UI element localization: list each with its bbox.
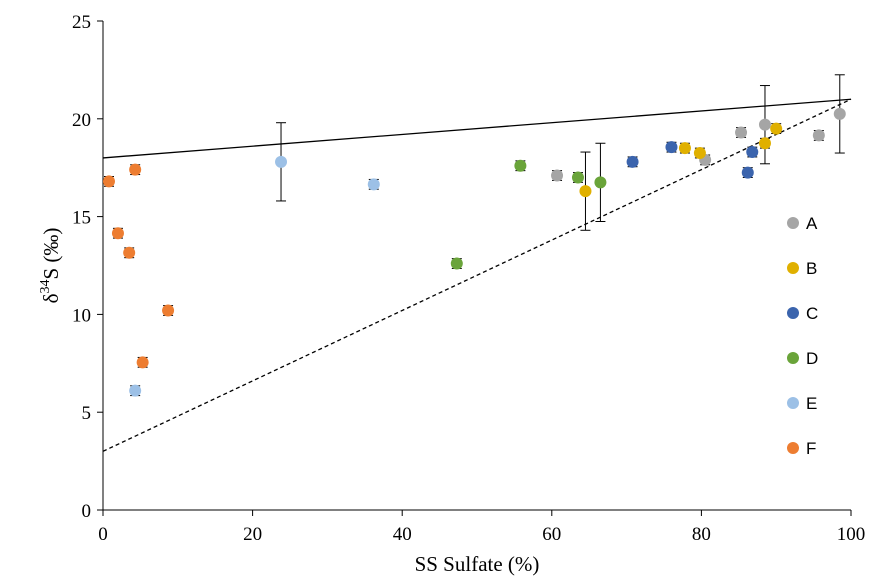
- legend-marker-C: [787, 307, 799, 319]
- point-F: [111, 227, 124, 240]
- point-F: [102, 175, 115, 188]
- point-A: [812, 129, 825, 142]
- point-C: [741, 166, 754, 179]
- point-F: [129, 163, 142, 176]
- legend-label-A: A: [806, 214, 818, 233]
- y-tick-label: 25: [72, 12, 91, 33]
- dashed-reference-line: [102, 98, 852, 452]
- point-E: [367, 178, 380, 191]
- point-B: [693, 147, 706, 160]
- legend-label-D: D: [806, 349, 818, 368]
- point-E: [129, 384, 142, 397]
- point-C: [665, 141, 678, 154]
- point-A: [833, 107, 846, 120]
- y-axis-title: δ34S (‰): [38, 228, 63, 304]
- point-C: [746, 146, 759, 159]
- x-tick-label: 20: [243, 524, 262, 545]
- point-D: [450, 257, 463, 270]
- legend-marker-F: [787, 442, 799, 454]
- solid-reference-line: [102, 98, 852, 159]
- legend-marker-A: [787, 217, 799, 229]
- legend-label-E: E: [806, 394, 817, 413]
- point-B: [579, 185, 592, 198]
- x-tick-label: 0: [98, 524, 108, 545]
- point-A: [735, 126, 748, 139]
- point-B: [770, 122, 783, 135]
- point-A: [551, 169, 564, 182]
- y-axis-title-superscript: 34: [38, 280, 53, 294]
- y-tick-label: 10: [72, 305, 91, 326]
- point-B: [758, 137, 771, 150]
- y-tick-label: 20: [72, 110, 91, 131]
- point-A: [758, 118, 771, 131]
- error-bars: [103, 74, 845, 397]
- x-tick-label: 40: [393, 524, 412, 545]
- legend-marker-B: [787, 262, 799, 274]
- point-E: [275, 155, 288, 168]
- y-tick-label: 0: [82, 501, 92, 522]
- point-F: [136, 356, 149, 369]
- point-D: [594, 176, 607, 189]
- point-D: [571, 171, 584, 184]
- x-tick-label: 80: [692, 524, 711, 545]
- reference-lines: [102, 98, 852, 452]
- legend: A B C D E F: [787, 214, 818, 458]
- x-axis-title: SS Sulfate (%): [415, 552, 540, 576]
- legend-label-C: C: [806, 304, 818, 323]
- y-tick-label: 15: [72, 208, 91, 229]
- point-F: [123, 246, 136, 259]
- point-D: [514, 159, 527, 172]
- y-axis-title-rest: S (‰): [39, 228, 63, 280]
- legend-marker-D: [787, 352, 799, 364]
- y-tick-label: 5: [82, 403, 92, 424]
- legend-label-F: F: [806, 439, 816, 458]
- legend-marker-E: [787, 397, 799, 409]
- point-C: [626, 155, 639, 168]
- point-B: [678, 142, 691, 155]
- y-axis-title-delta: δ: [39, 293, 63, 303]
- point-F: [162, 304, 175, 317]
- x-tick-label: 100: [837, 524, 866, 545]
- data-points: [102, 107, 846, 397]
- axes: 0 5 10 15 20 25 0 20 40 60 80 100: [72, 12, 865, 545]
- x-tick-label: 60: [542, 524, 561, 545]
- legend-label-B: B: [806, 259, 817, 278]
